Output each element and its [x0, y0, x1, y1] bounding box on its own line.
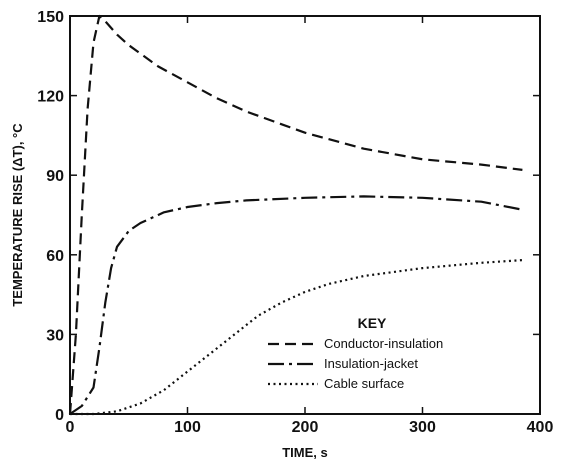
legend-label-2: Insulation-jacket	[324, 356, 418, 371]
plot-area: 0 100 200 300 400 0 30 60 90 120 150	[37, 9, 553, 436]
y-tick-label: 90	[46, 168, 64, 185]
y-axis-ticks: 0 30 60 90 120 150	[37, 9, 540, 424]
plot-frame	[69, 15, 541, 415]
y-tick-label: 60	[46, 248, 64, 265]
x-tick-label: 300	[409, 419, 436, 436]
y-tick-label: 150	[37, 9, 64, 26]
x-axis-label: TIME, s	[282, 445, 328, 460]
legend-title: KEY	[358, 315, 387, 331]
series-line-3	[70, 259, 523, 416]
series-line-1	[68, 14, 523, 415]
y-axis-label: TEMPERATURE RISE (ΔT), °C	[10, 123, 25, 307]
x-tick-label: 100	[174, 419, 201, 436]
x-tick-label: 200	[292, 419, 319, 436]
y-tick-label: 0	[55, 407, 64, 424]
series-line-2	[69, 195, 523, 415]
x-tick-label: 400	[527, 419, 554, 436]
legend-label-1: Conductor-insulation	[324, 336, 443, 351]
y-tick-label: 30	[46, 327, 64, 344]
x-tick-label: 0	[66, 419, 75, 436]
y-tick-label: 120	[37, 89, 64, 106]
series-layer	[68, 14, 523, 416]
x-axis-ticks: 0 100 200 300 400	[66, 16, 554, 436]
legend-label-3: Cable surface	[324, 376, 404, 391]
legend: KEY Conductor-insulation Insulation-jacke…	[268, 315, 443, 391]
